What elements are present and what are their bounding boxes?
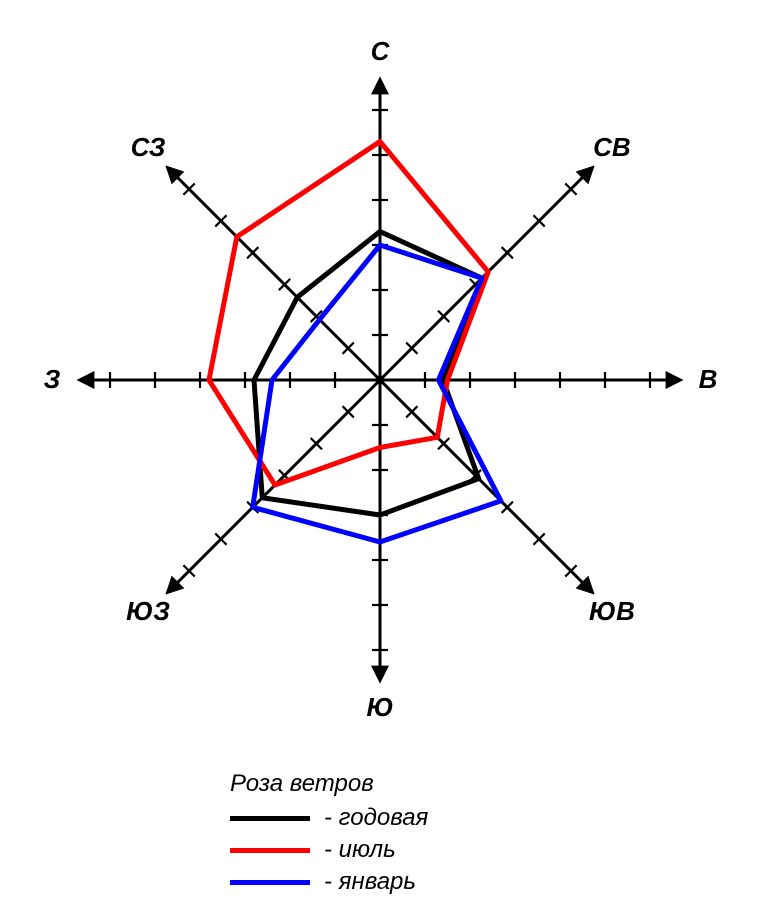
legend-label-july: - июль: [324, 836, 396, 864]
legend-swatch-january: [230, 880, 310, 885]
legend-label-january: - январь: [324, 868, 416, 896]
axis-label-SE: ЮВ: [589, 596, 635, 626]
axis-label-S: Ю: [366, 692, 393, 722]
axis-label-NW: СЗ: [131, 132, 166, 162]
wind-rose-figure: С СВ В ЮВ Ю ЮЗ З СЗ Роза ветров - годовая - июл…: [0, 0, 760, 923]
wind-rose-chart: С СВ В ЮВ Ю ЮЗ З СЗ: [0, 0, 760, 760]
legend-title: Роза ветров: [230, 770, 428, 798]
axis-label-N: С: [371, 36, 391, 66]
legend-swatch-july: [230, 848, 310, 853]
legend: Роза ветров - годовая - июль - январь: [230, 770, 428, 900]
legend-swatch-annual: [230, 816, 310, 821]
axis-label-W: З: [44, 364, 61, 394]
axis-label-E: В: [699, 364, 718, 394]
legend-item-july: - июль: [230, 836, 428, 864]
legend-item-annual: - годовая: [230, 804, 428, 832]
legend-label-annual: - годовая: [324, 804, 428, 832]
axis-label-SW: ЮЗ: [126, 596, 170, 626]
legend-item-january: - январь: [230, 868, 428, 896]
axis-label-NE: СВ: [593, 132, 631, 162]
